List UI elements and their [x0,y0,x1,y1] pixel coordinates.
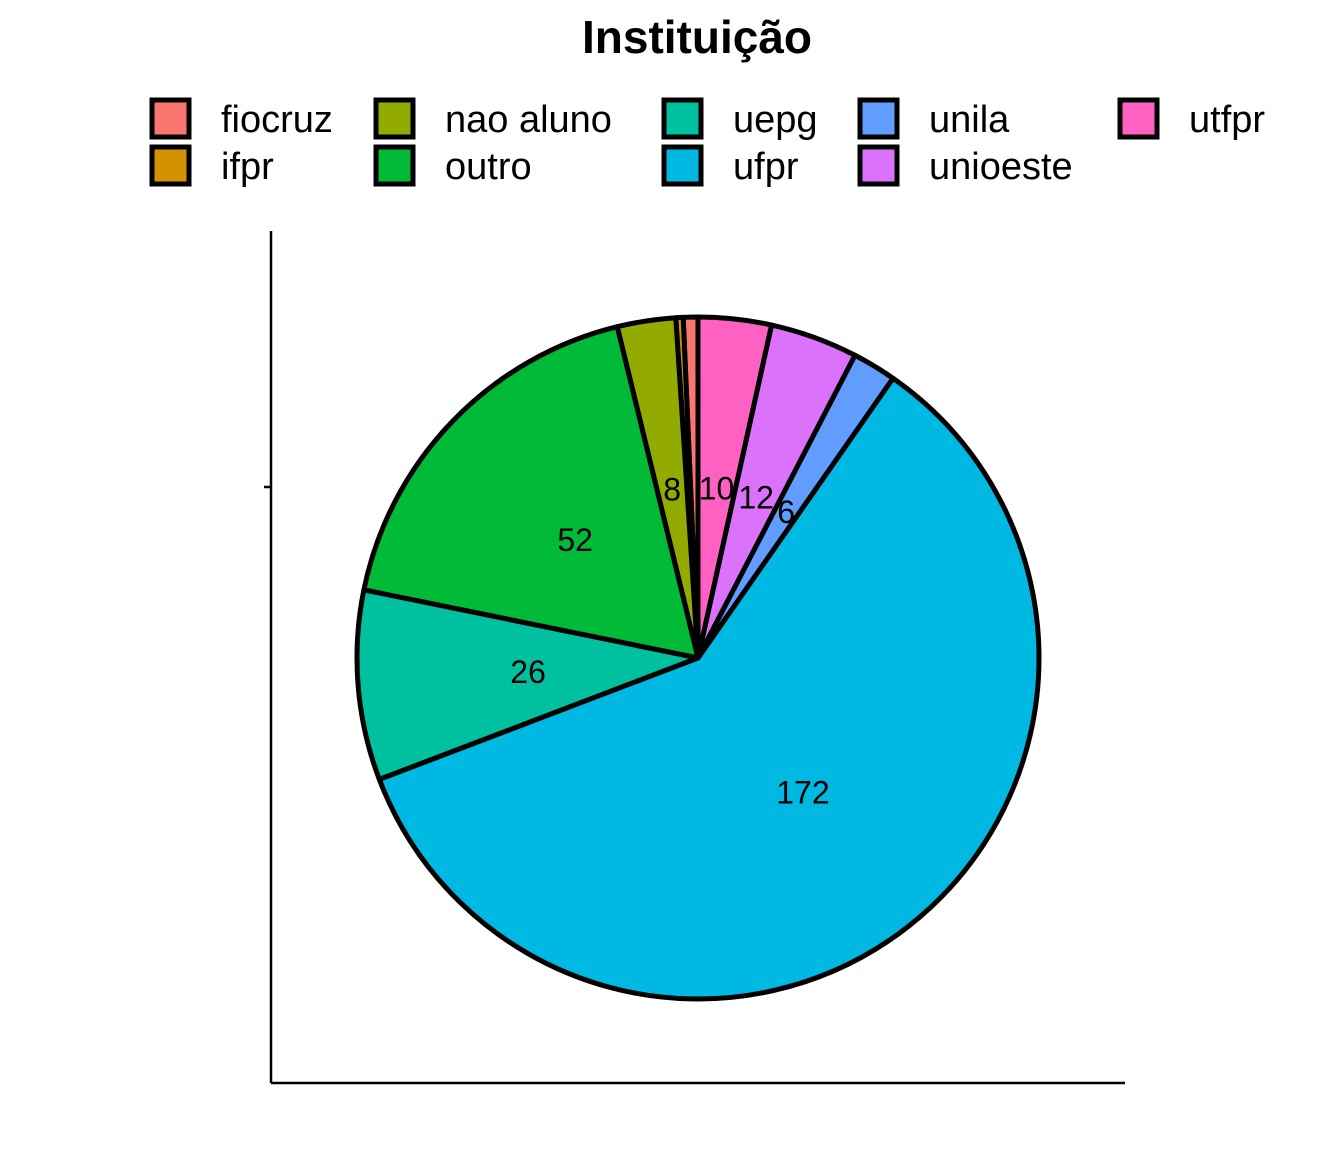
legend-item-ufpr: ufpr [661,144,799,188]
legend-item-uepg: uepg [661,97,818,141]
legend-swatch [857,97,900,140]
pie-slice-uepg [354,587,701,782]
legend-swatch [149,144,192,187]
legend-item-unioeste: unioeste [857,144,1073,188]
legend-swatch [1117,97,1160,140]
legend-label: ufpr [733,146,799,188]
legend-label: unioeste [929,146,1073,188]
pie-slice-ufpr [376,375,1042,1002]
legend-swatch [857,144,900,187]
legend-label: outro [445,146,532,188]
legend-item-ifpr: ifpr [149,144,274,188]
legend-item-utfpr: utfpr [1117,97,1265,141]
slice-label-ufpr: 172 [776,774,829,810]
pie-slice-utfpr [695,314,775,661]
legend: fiocruz nao aluno uepg unila utfpr ifpr outro u… [149,97,1265,188]
chart-title: Instituição [582,11,812,63]
axes [264,231,1125,1085]
legend-label: uepg [733,99,818,141]
legend-label: fiocruz [221,99,333,141]
legend-item-unila: unila [857,97,1010,141]
slice-label-utfpr: 10 [699,471,735,507]
legend-item-nao-aluno: nao aluno [373,97,612,141]
legend-label: nao aluno [445,99,612,141]
slice-label-uepg: 26 [510,654,546,690]
slice-label-unioeste: 12 [738,480,774,516]
slice-label-nao-aluno: 8 [663,471,681,507]
legend-swatch [373,144,416,187]
pie-slices [354,314,1042,1002]
legend-label: ifpr [221,146,274,188]
legend-swatch [661,144,704,187]
legend-swatch [661,97,704,140]
legend-item-fiocruz: fiocruz [149,97,333,141]
pie-slice-outro [361,324,701,661]
legend-swatch [149,97,192,140]
slice-label-unila: 6 [777,494,795,530]
legend-label: unila [929,99,1010,141]
legend-label: utfpr [1189,99,1265,141]
legend-item-outro: outro [373,144,532,188]
slice-label-outro: 52 [557,522,593,558]
legend-swatch [373,97,416,140]
